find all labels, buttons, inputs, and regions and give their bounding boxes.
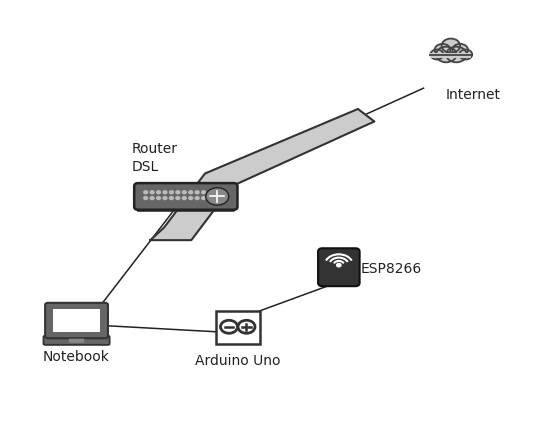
Circle shape bbox=[176, 191, 180, 194]
FancyBboxPatch shape bbox=[318, 248, 359, 286]
Circle shape bbox=[446, 47, 466, 62]
FancyBboxPatch shape bbox=[44, 336, 110, 345]
Circle shape bbox=[189, 191, 193, 194]
Circle shape bbox=[176, 197, 180, 200]
Circle shape bbox=[195, 191, 199, 194]
Text: ESP8266: ESP8266 bbox=[360, 262, 422, 276]
Circle shape bbox=[436, 47, 457, 62]
Circle shape bbox=[431, 49, 443, 60]
Bar bbox=[54, 309, 100, 332]
Circle shape bbox=[434, 44, 450, 56]
Circle shape bbox=[169, 191, 173, 194]
FancyBboxPatch shape bbox=[137, 205, 235, 212]
Circle shape bbox=[157, 197, 161, 200]
Circle shape bbox=[201, 191, 205, 194]
Circle shape bbox=[182, 191, 186, 194]
Text: Internet: Internet bbox=[445, 88, 500, 102]
Circle shape bbox=[150, 197, 154, 200]
Text: Arduino Uno: Arduino Uno bbox=[195, 354, 280, 368]
Circle shape bbox=[182, 197, 186, 200]
Text: Notebook: Notebook bbox=[43, 350, 110, 364]
FancyBboxPatch shape bbox=[69, 338, 84, 343]
Circle shape bbox=[442, 38, 460, 53]
Circle shape bbox=[144, 191, 147, 194]
Circle shape bbox=[157, 191, 161, 194]
Bar bbox=[216, 311, 259, 344]
Circle shape bbox=[163, 197, 167, 200]
Circle shape bbox=[144, 197, 147, 200]
Text: Router
DSL: Router DSL bbox=[131, 142, 177, 173]
FancyBboxPatch shape bbox=[45, 303, 108, 338]
Circle shape bbox=[201, 197, 205, 200]
Circle shape bbox=[337, 263, 341, 267]
Circle shape bbox=[459, 49, 472, 60]
Bar bbox=[431, 53, 471, 57]
Circle shape bbox=[169, 197, 173, 200]
Circle shape bbox=[206, 188, 229, 205]
Circle shape bbox=[452, 44, 468, 56]
Circle shape bbox=[189, 197, 193, 200]
Polygon shape bbox=[150, 109, 374, 240]
Circle shape bbox=[195, 197, 199, 200]
Circle shape bbox=[150, 191, 154, 194]
Bar bbox=[431, 54, 471, 58]
FancyBboxPatch shape bbox=[134, 183, 237, 210]
Circle shape bbox=[163, 191, 167, 194]
